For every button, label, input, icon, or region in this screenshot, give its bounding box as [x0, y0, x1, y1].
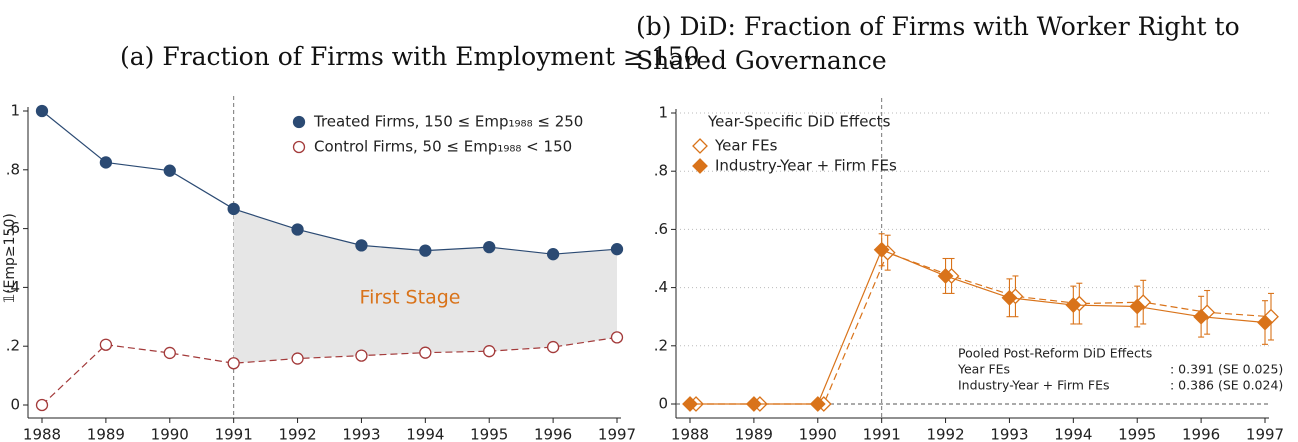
x-tick-label: 1991: [215, 426, 253, 442]
legend-label: Treated Firms, 150 ≤ Emp₁₉₈₈ ≤ 250: [313, 113, 583, 131]
y-tick-label: 0: [658, 395, 668, 413]
y-tick-label: .8: [654, 162, 668, 180]
x-tick-label: 1991: [863, 426, 901, 442]
y-tick-label: 1: [10, 102, 20, 120]
marker: [692, 138, 708, 154]
x-tick-label: 1990: [151, 426, 189, 442]
series-line: [41, 110, 618, 255]
marker: [419, 244, 432, 257]
marker: [1065, 297, 1082, 313]
series-line: [690, 248, 1266, 405]
marker: [1129, 298, 1146, 315]
legend-title: Year-Specific DiD Effects: [707, 113, 891, 131]
marker: [483, 345, 496, 358]
x-tick-label: 1995: [470, 426, 508, 442]
marker: [292, 115, 306, 129]
x-tick-label: 1993: [990, 426, 1028, 442]
chart-title: (a) Fraction of Firms with Employment ≥ …: [120, 42, 700, 71]
x-tick-label: 1992: [926, 426, 964, 442]
pooled-label: Year FEs: [957, 362, 1010, 377]
marker: [682, 396, 698, 412]
marker: [419, 346, 432, 359]
legend-label: Year FEs: [714, 137, 778, 155]
x-tick-label: 1993: [342, 426, 380, 442]
x-tick-label: 1989: [87, 426, 125, 442]
marker: [227, 357, 240, 370]
marker: [546, 340, 560, 354]
y-tick-label: .4: [654, 278, 668, 296]
marker: [692, 158, 708, 174]
y-axis-label: 𝟙(Emp≥150): [2, 213, 18, 303]
series-line: [41, 336, 618, 406]
y-tick-label: 1: [658, 104, 668, 122]
y-tick-label: .6: [6, 219, 20, 237]
marker: [1001, 289, 1018, 306]
pooled-value: : 0.386 (SE 0.024): [1170, 378, 1283, 393]
marker: [163, 346, 176, 360]
pooled-value: : 0.391 (SE 0.025): [1170, 362, 1283, 377]
x-tick-label: 1988: [23, 426, 61, 442]
chart-title: (b) DiD: Fraction of Firms with Worker R…: [636, 12, 1240, 75]
x-tick-label: 1996: [534, 426, 572, 442]
x-tick-label: 1992: [278, 426, 316, 442]
pooled-title: Pooled Post-Reform DiD Effects: [958, 346, 1152, 361]
x-tick-label: 1997: [598, 426, 636, 442]
marker: [291, 352, 304, 365]
marker: [163, 164, 176, 177]
marker: [355, 349, 368, 362]
legend-label: Industry-Year + Firm FEs: [715, 157, 897, 175]
marker: [35, 104, 49, 118]
marker: [1257, 314, 1273, 331]
marker: [483, 240, 496, 254]
marker: [35, 398, 49, 412]
x-tick-label: 1997: [1246, 426, 1284, 442]
y-tick-label: .4: [6, 278, 20, 296]
marker: [1193, 308, 1210, 325]
y-tick-label: .2: [6, 337, 20, 355]
pooled-label: Industry-Year + Firm FEs: [958, 378, 1110, 393]
marker: [291, 223, 304, 236]
marker: [227, 202, 240, 216]
marker: [610, 243, 624, 256]
y-tick-label: .6: [654, 220, 668, 238]
x-tick-label: 1995: [1118, 426, 1156, 442]
x-tick-label: 1994: [1054, 426, 1092, 442]
series-line: [696, 251, 1272, 405]
shaded-area: [233, 208, 617, 364]
x-tick-label: 1989: [735, 426, 773, 442]
annotation: First Stage: [360, 287, 461, 309]
y-tick-label: 0: [10, 396, 20, 414]
marker: [610, 331, 624, 344]
y-tick-label: .8: [6, 160, 20, 178]
legend-label: Control Firms, 50 ≤ Emp₁₉₈₈ < 150: [314, 138, 572, 156]
marker: [99, 156, 113, 169]
marker: [292, 140, 306, 154]
marker: [873, 241, 890, 258]
y-tick-label: .2: [654, 336, 668, 354]
x-tick-label: 1994: [406, 426, 444, 442]
x-tick-label: 1996: [1182, 426, 1220, 442]
marker: [99, 338, 113, 351]
marker: [809, 396, 826, 412]
x-tick-label: 1990: [799, 426, 837, 442]
marker: [355, 239, 368, 252]
marker: [745, 396, 762, 412]
marker: [546, 248, 560, 261]
marker: [937, 268, 954, 284]
x-tick-label: 1988: [671, 426, 709, 442]
